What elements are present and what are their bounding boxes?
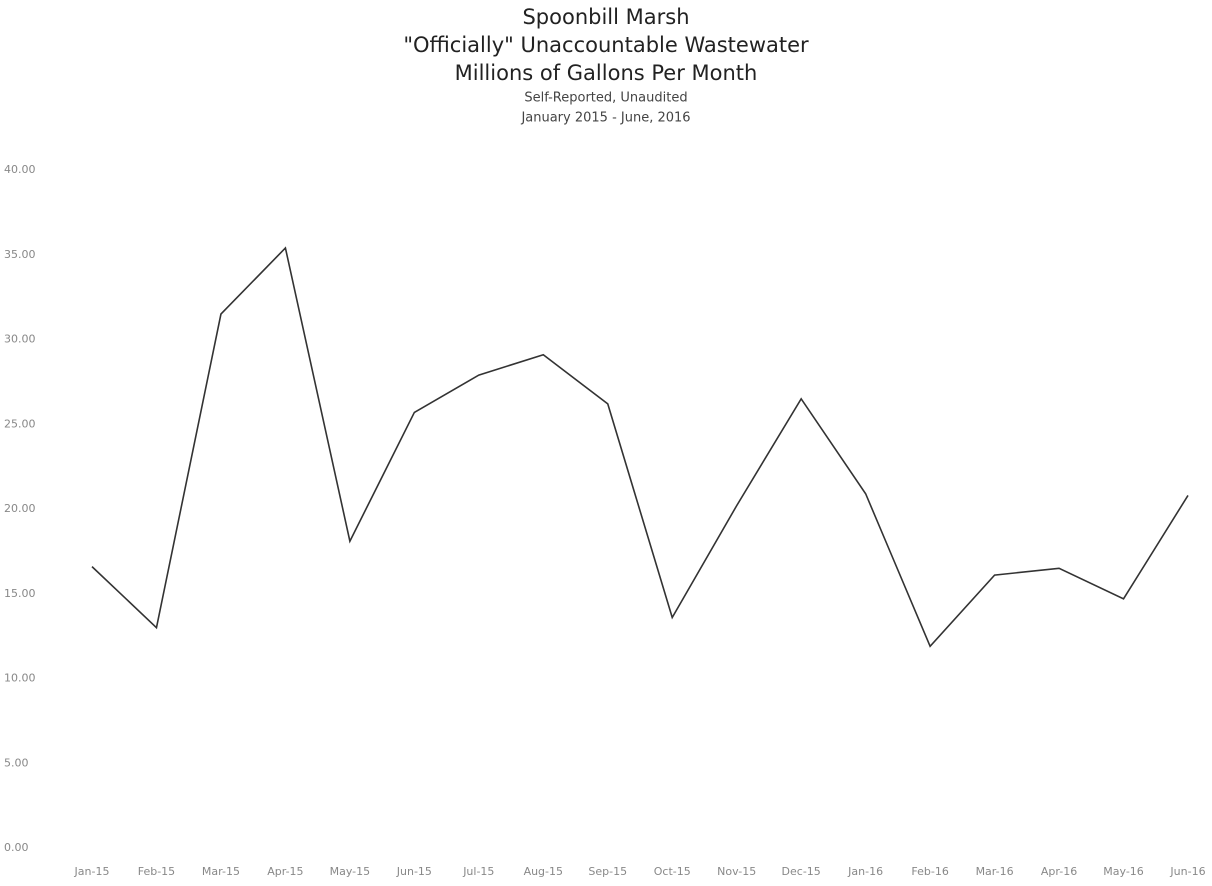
data-line: [91, 246, 1189, 648]
y-tick-label: 40.00: [4, 163, 36, 176]
x-tick-label: Jul-15: [462, 865, 494, 878]
x-tick-label: Jan-16: [847, 865, 883, 878]
y-tick-label: 20.00: [4, 502, 36, 515]
x-tick-label: Dec-15: [782, 865, 821, 878]
y-tick-label: 30.00: [4, 333, 36, 346]
chart-title-line: Millions of Gallons Per Month: [455, 61, 758, 85]
x-tick-label: Feb-15: [138, 865, 175, 878]
x-tick-label: Jun-16: [1169, 865, 1205, 878]
x-tick-label: Nov-15: [717, 865, 756, 878]
chart-subtitle: Self-Reported, Unaudited: [524, 91, 687, 106]
x-tick-label: Apr-15: [267, 865, 303, 878]
x-tick-label: May-15: [330, 865, 371, 878]
chart-title: Spoonbill Marsh: [522, 5, 689, 29]
y-tick-label: 25.00: [4, 417, 36, 430]
y-tick-label: 35.00: [4, 248, 36, 261]
x-tick-label: May-16: [1103, 865, 1144, 878]
x-tick-label: Jan-15: [74, 865, 110, 878]
chart-subtitle: January 2015 - June, 2016: [520, 111, 690, 126]
x-tick-label: Mar-16: [976, 865, 1014, 878]
x-tick-label: Feb-16: [911, 865, 948, 878]
chart-title-line: "Officially" Unaccountable Wastewater: [403, 33, 809, 57]
x-tick-label: Sep-15: [588, 865, 627, 878]
x-tick-label: Jun-15: [396, 865, 432, 878]
x-tick-label: Mar-15: [202, 865, 240, 878]
x-tick-label: Aug-15: [524, 865, 563, 878]
x-tick-label: Oct-15: [654, 865, 691, 878]
y-tick-label: 0.00: [4, 841, 29, 854]
y-tick-label: 15.00: [4, 587, 36, 600]
y-tick-label: 10.00: [4, 672, 36, 685]
x-tick-label: Apr-16: [1041, 865, 1077, 878]
y-tick-label: 5.00: [4, 756, 29, 769]
